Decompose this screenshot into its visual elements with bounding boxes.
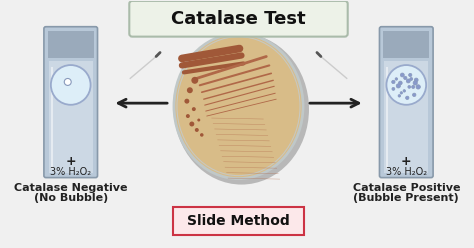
Text: +: + — [65, 155, 76, 168]
Circle shape — [191, 77, 198, 84]
Bar — [383, 31, 429, 59]
Ellipse shape — [174, 34, 309, 185]
Circle shape — [395, 78, 398, 80]
Circle shape — [400, 92, 402, 94]
Bar — [48, 31, 93, 59]
Bar — [49, 62, 92, 173]
Text: Slide Method: Slide Method — [187, 214, 290, 228]
Circle shape — [392, 88, 395, 90]
Circle shape — [51, 65, 91, 105]
FancyBboxPatch shape — [380, 27, 433, 178]
Circle shape — [410, 77, 413, 80]
Circle shape — [192, 107, 196, 111]
Circle shape — [416, 85, 420, 89]
Circle shape — [401, 73, 404, 77]
Circle shape — [412, 93, 416, 96]
Text: 3% H₂O₂: 3% H₂O₂ — [50, 167, 91, 177]
Circle shape — [399, 81, 402, 85]
Circle shape — [398, 94, 401, 97]
Circle shape — [403, 90, 406, 92]
Circle shape — [197, 119, 201, 122]
Circle shape — [195, 128, 199, 132]
Text: Catalase Negative: Catalase Negative — [14, 183, 128, 193]
Circle shape — [404, 76, 407, 80]
Circle shape — [406, 79, 410, 83]
Circle shape — [396, 84, 401, 88]
Bar — [384, 62, 428, 173]
Text: 3% H₂O₂: 3% H₂O₂ — [386, 167, 427, 177]
Circle shape — [408, 86, 410, 88]
FancyBboxPatch shape — [129, 1, 348, 37]
Circle shape — [409, 73, 412, 77]
Circle shape — [392, 80, 395, 84]
Circle shape — [184, 99, 189, 104]
Circle shape — [187, 87, 193, 93]
Text: (Bubble Present): (Bubble Present) — [354, 192, 459, 203]
Text: Catalase Positive: Catalase Positive — [353, 183, 460, 193]
FancyBboxPatch shape — [44, 27, 98, 178]
Circle shape — [414, 78, 418, 82]
Circle shape — [406, 96, 409, 99]
Text: +: + — [401, 155, 411, 168]
Circle shape — [200, 133, 203, 137]
Circle shape — [186, 114, 190, 118]
Circle shape — [189, 122, 194, 126]
FancyBboxPatch shape — [173, 207, 304, 235]
Circle shape — [64, 78, 71, 85]
Circle shape — [386, 65, 426, 105]
Text: (No Bubble): (No Bubble) — [34, 192, 108, 203]
Circle shape — [411, 85, 415, 89]
Ellipse shape — [174, 34, 303, 179]
Circle shape — [413, 81, 417, 85]
Text: Catalase Test: Catalase Test — [171, 10, 306, 28]
